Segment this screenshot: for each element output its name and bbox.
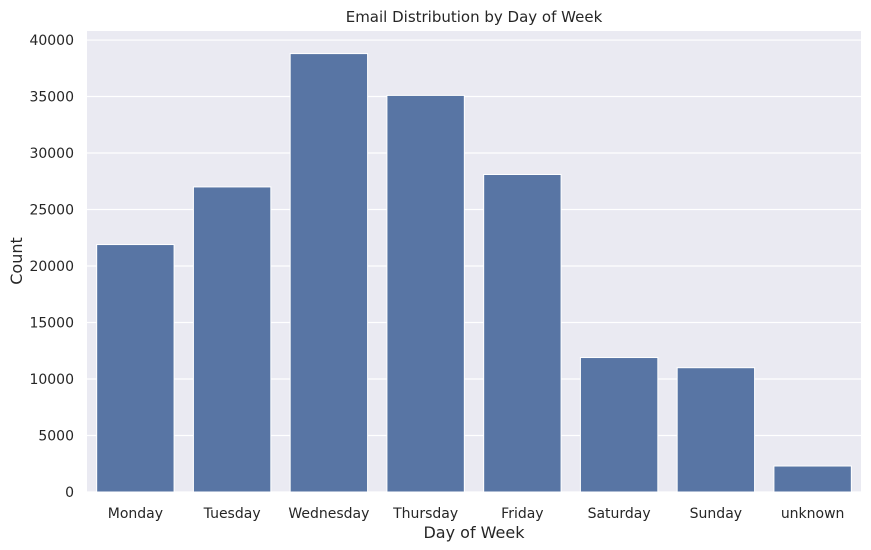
chart-title: Email Distribution by Day of Week [346, 8, 603, 26]
y-tick-label: 40000 [29, 33, 74, 49]
x-tick-label: Sunday [690, 506, 742, 522]
x-tick-labels: Monday Tuesday Wednesday Thursday Friday Satu… [108, 506, 845, 522]
x-tick-label: unknown [781, 506, 845, 522]
y-axis-label: Count [7, 237, 26, 285]
y-tick-label: 30000 [29, 146, 74, 162]
x-tick-label: Friday [501, 506, 543, 522]
y-tick-label: 5000 [38, 429, 74, 445]
x-tick-label: Tuesday [203, 506, 261, 522]
x-tick-label: Thursday [392, 506, 458, 522]
bar-monday [96, 244, 175, 493]
x-axis-label: Day of Week [423, 523, 525, 542]
y-tick-label: 25000 [29, 203, 74, 219]
y-tick-label: 20000 [29, 259, 74, 275]
x-tick-label: Wednesday [288, 506, 369, 522]
bar-unknown [773, 465, 852, 493]
x-tick-label: Saturday [588, 506, 651, 522]
y-tick-labels: 0 5000 10000 15000 20000 25000 30000 35000 40000 [29, 33, 74, 501]
y-tick-label: 35000 [29, 90, 74, 106]
bar-tuesday [192, 186, 272, 493]
bar-wednesday [289, 53, 369, 493]
bar-saturday [579, 357, 659, 493]
bars [96, 53, 852, 493]
bar-friday [483, 173, 562, 493]
x-tick-label: Monday [108, 506, 163, 522]
y-tick-label: 15000 [29, 316, 74, 332]
y-tick-label: 0 [65, 485, 74, 501]
y-tick-label: 10000 [29, 372, 74, 388]
bar-sunday [676, 367, 756, 493]
bar-thursday [386, 94, 465, 493]
